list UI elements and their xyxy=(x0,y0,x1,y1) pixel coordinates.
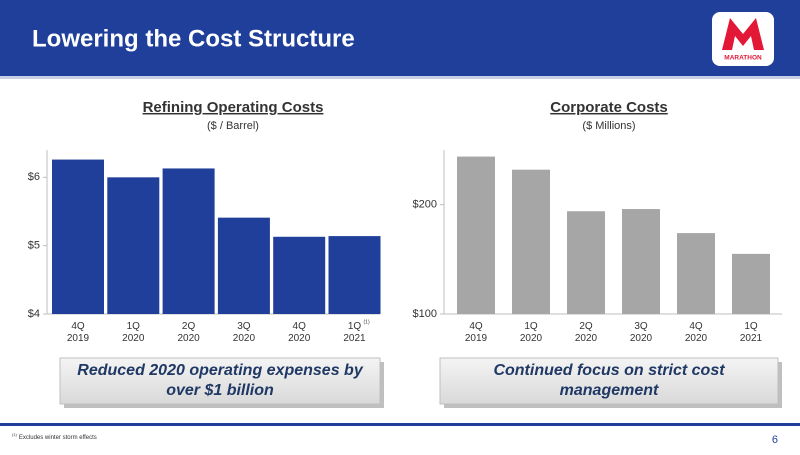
bar xyxy=(107,177,160,314)
x-tick-label: 2Q 2020 xyxy=(575,321,598,344)
bar xyxy=(732,253,770,314)
x-tick-label: 1Q 2021 xyxy=(343,321,366,344)
x-tick-line: 2020 xyxy=(122,333,145,344)
x-tick-label: 4Q 2020 xyxy=(288,321,311,344)
footnote-marker: (1) xyxy=(12,432,18,437)
y-tick-label: $6 xyxy=(28,171,40,183)
bar xyxy=(622,209,660,314)
x-tick-line: 2020 xyxy=(233,333,256,344)
x-tick-line: 4Q xyxy=(689,321,703,332)
chart-title: Corporate Costs xyxy=(550,99,668,116)
x-tick-line: 3Q xyxy=(634,321,648,332)
chart-subtitle: ($ Millions) xyxy=(582,120,635,132)
slide-title: Lowering the Cost Structure xyxy=(32,25,355,52)
y-tick-label: $100 xyxy=(413,308,437,320)
logo: MARATHON xyxy=(712,12,774,66)
page-number: 6 xyxy=(772,434,778,446)
x-tick-line: 2021 xyxy=(343,333,366,344)
footer-rule xyxy=(0,423,800,426)
x-tick-label: 3Q 2020 xyxy=(630,321,653,344)
footnote-text: Excludes winter storm effects xyxy=(19,435,97,441)
x-tick-line: 4Q xyxy=(293,321,307,332)
x-tick-label: 1Q 2021 xyxy=(740,321,763,344)
callout-text: Continued focus on strict cost management xyxy=(493,362,725,399)
bar xyxy=(567,211,605,314)
callout-text: Reduced 2020 operating expenses by over $… xyxy=(77,362,364,399)
x-tick-line: 3Q xyxy=(237,321,251,332)
x-tick-label: 4Q 2020 xyxy=(685,321,708,344)
category-note: (1) xyxy=(364,319,370,325)
x-tick-label: 4Q 2019 xyxy=(67,321,90,344)
x-tick-line: 2019 xyxy=(465,333,488,344)
x-tick-line: 2020 xyxy=(520,333,543,344)
y-tick-label: $200 xyxy=(413,199,437,211)
x-tick-line: 2Q xyxy=(579,321,593,332)
callout-box xyxy=(439,357,779,405)
x-tick-line: 1Q xyxy=(127,321,141,332)
footnote: (1)Excludes winter storm effects xyxy=(12,432,97,441)
bar xyxy=(273,236,326,314)
x-tick-line: 2Q xyxy=(182,321,196,332)
bar xyxy=(52,159,104,314)
x-tick-line: 2019 xyxy=(67,333,90,344)
callout-line: Continued focus on strict cost xyxy=(493,362,725,379)
x-tick-line: 2021 xyxy=(740,333,763,344)
callout-line: Reduced 2020 operating expenses by xyxy=(77,362,364,379)
x-tick-label: 3Q 2020 xyxy=(233,321,256,344)
y-tick-label: $5 xyxy=(28,240,40,252)
logo-text: MARATHON xyxy=(724,55,762,62)
x-tick-label: 4Q 2019 xyxy=(465,321,488,344)
x-tick-line: 1Q xyxy=(744,321,758,332)
x-tick-line: 2020 xyxy=(575,333,598,344)
header-rule xyxy=(0,76,800,79)
x-tick-line: 2020 xyxy=(288,333,311,344)
chart-title: Refining Operating Costs xyxy=(143,99,324,116)
chart-subtitle: ($ / Barrel) xyxy=(207,120,259,132)
y-tick-label: $4 xyxy=(28,308,40,320)
x-tick-line: 2020 xyxy=(177,333,200,344)
x-tick-line: 4Q xyxy=(469,321,483,332)
callout-line: management xyxy=(560,382,659,399)
callout-box xyxy=(59,357,381,405)
x-tick-label: 2Q 2020 xyxy=(177,321,200,344)
bar xyxy=(328,236,381,314)
x-tick-line: 2020 xyxy=(630,333,653,344)
x-tick-line: 2020 xyxy=(685,333,708,344)
bar xyxy=(457,156,495,314)
bar xyxy=(677,233,715,314)
x-tick-line: 4Q xyxy=(71,321,85,332)
x-tick-label: 1Q 2020 xyxy=(520,321,543,344)
x-tick-line: 1Q xyxy=(348,321,362,332)
callout-line: over $1 billion xyxy=(166,382,274,399)
x-tick-line: 1Q xyxy=(524,321,538,332)
header-bar xyxy=(0,0,800,76)
x-tick-label: 1Q 2020 xyxy=(122,321,145,344)
bar xyxy=(162,168,215,314)
bar xyxy=(217,217,270,314)
bar xyxy=(512,169,550,314)
